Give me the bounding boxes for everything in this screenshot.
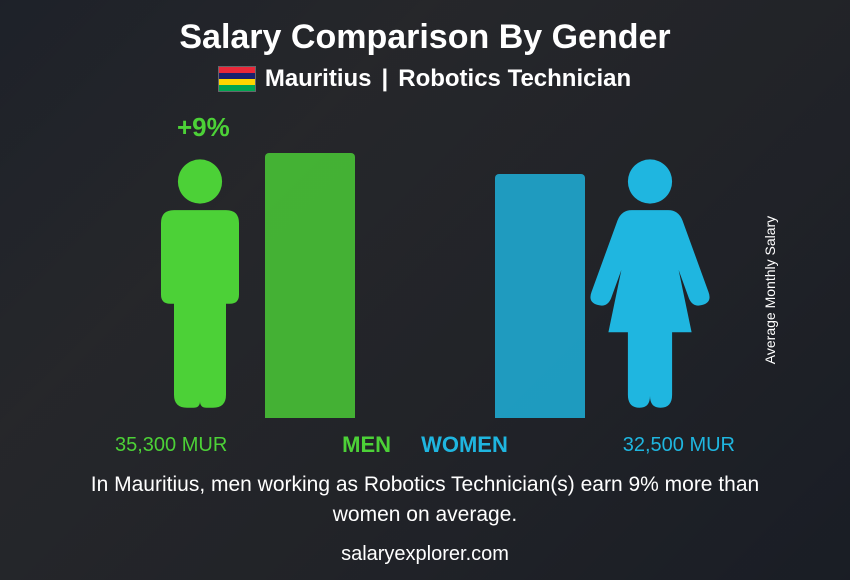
women-label: WOMEN [421, 432, 508, 458]
percent-badge: +9% [177, 112, 230, 143]
subtitle: Mauritius | Robotics Technician [0, 65, 850, 93]
footer-source: salaryexplorer.com [0, 543, 850, 566]
y-axis-label: Average Monthly Salary [762, 216, 778, 364]
woman-icon [585, 153, 715, 418]
country-name: Mauritius [265, 65, 372, 93]
summary-text: In Mauritius, men working as Robotics Te… [0, 458, 850, 531]
men-label: MEN [342, 432, 391, 458]
women-salary: 32,500 MUR [623, 434, 735, 457]
man-icon [135, 153, 265, 418]
men-salary: 35,300 MUR [115, 434, 227, 457]
men-group [135, 153, 355, 418]
women-group [495, 153, 715, 418]
country-flag-icon [219, 67, 255, 91]
page-title: Salary Comparison By Gender [0, 0, 850, 57]
role-name: Robotics Technician [398, 65, 631, 93]
labels-row: 35,300 MUR MEN WOMEN 32,500 MUR [115, 432, 735, 458]
separator: | [382, 65, 389, 93]
chart-area: +9% 35,300 MUR MEN WOME [115, 118, 735, 458]
flag-stripe [219, 85, 255, 91]
men-bar [265, 153, 355, 418]
women-bar [495, 174, 585, 418]
